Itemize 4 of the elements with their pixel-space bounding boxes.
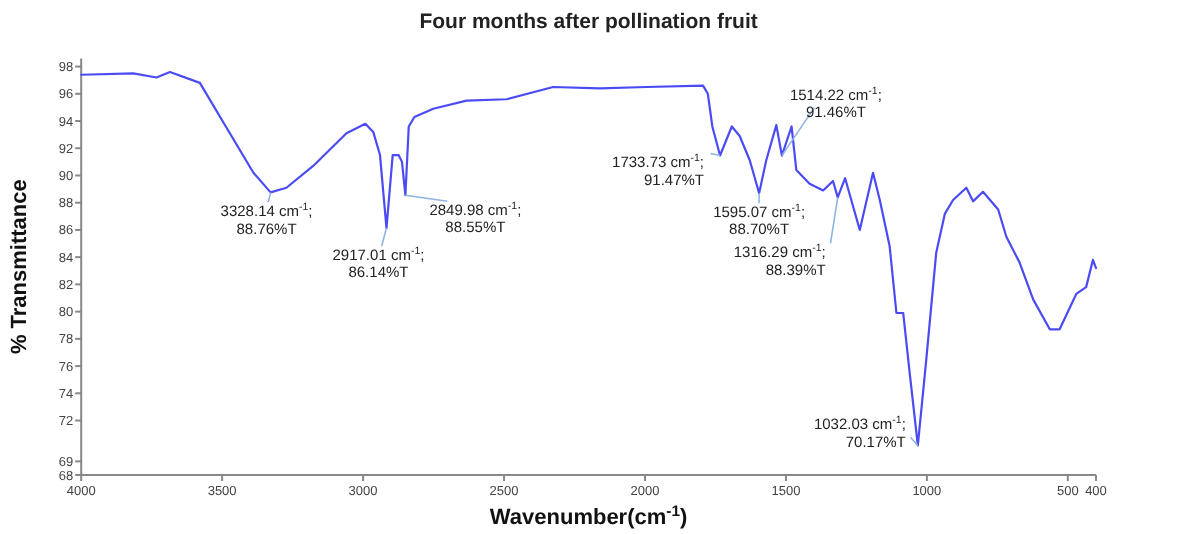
y-axis-title: % Transmittance: [8, 179, 32, 355]
x-axis-title: Wavenumber(cm$^{-1}$): [489, 501, 689, 530]
line-series: [80, 70, 1098, 447]
chart-title: Four months after pollination fruit: [419, 10, 759, 34]
